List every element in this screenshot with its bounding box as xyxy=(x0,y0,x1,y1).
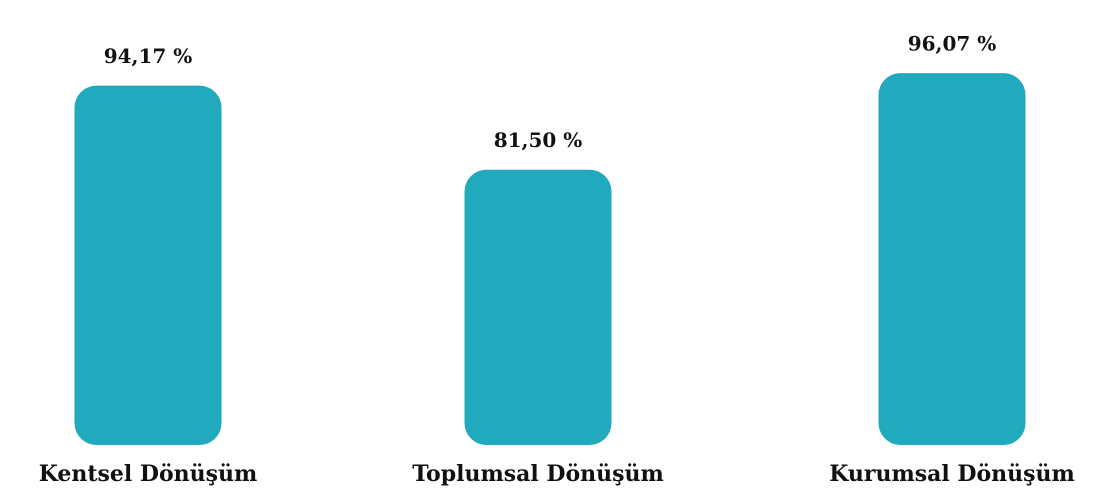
data-label: 81,50 % xyxy=(494,128,583,152)
data-label: 96,07 % xyxy=(908,32,997,56)
x-tick-label: Kentsel Dönüşüm xyxy=(39,461,258,487)
bar xyxy=(74,85,222,445)
x-tick-label: Kurumsal Dönüşüm xyxy=(829,461,1075,487)
bar xyxy=(878,73,1026,445)
data-label: 94,17 % xyxy=(104,44,193,68)
x-tick-label: Toplumsal Dönüşüm xyxy=(412,461,664,487)
bar xyxy=(464,169,612,445)
